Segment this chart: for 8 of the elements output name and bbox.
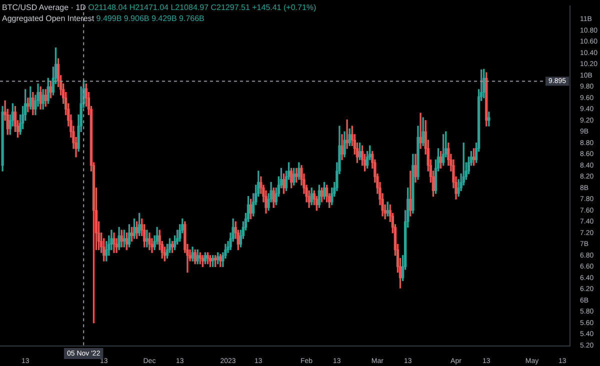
chart-title: BTC/USD Average · 1D [2,3,86,12]
annotation: 9.499B 9.906B 9.429B 9.766B [96,14,204,23]
candlestick [346,120,348,149]
candlestick [419,112,422,149]
chart-subtitle: O21148.04 H21471.04 L21084.97 C21297.51 +145.41 (+0.71%) [88,3,316,12]
candlestick [488,112,490,126]
annotation: Aggregated Open Interest [2,14,94,23]
candlestick [146,230,148,248]
